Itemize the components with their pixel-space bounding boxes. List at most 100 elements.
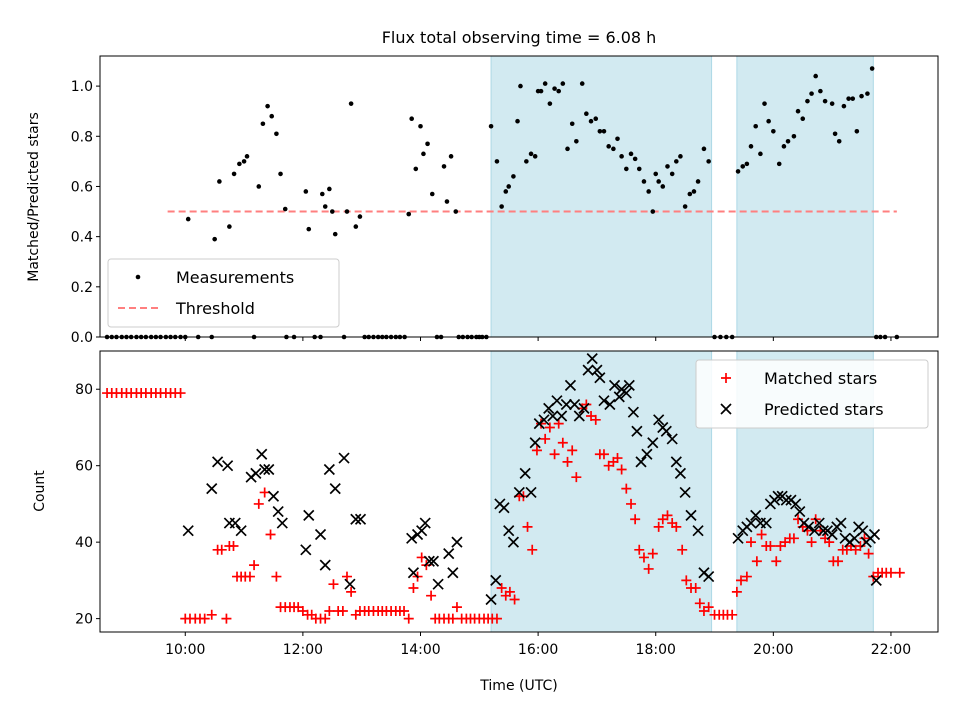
measurement-point [854, 128, 860, 134]
predicted-star-point [685, 509, 697, 521]
predicted-star-point [760, 517, 772, 529]
matched-star-point [553, 418, 564, 429]
measurement-point [869, 66, 875, 71]
predicted-star-point [485, 593, 497, 606]
matched-star-point [806, 537, 817, 548]
measurement-point [348, 101, 354, 106]
predicted-star-point [490, 574, 502, 586]
predicted-star-point [319, 559, 331, 571]
predicted-star-point [447, 567, 459, 579]
measurement-point [832, 131, 838, 137]
measurement-point [538, 88, 544, 94]
predicted-star-point [529, 437, 541, 449]
measurement-point [282, 206, 288, 212]
predicted-star-point [620, 387, 632, 399]
predicted-star-point [808, 525, 821, 537]
predicted-star-point [432, 578, 444, 590]
measurement-point [611, 146, 616, 152]
matched-star-point [265, 529, 276, 540]
measurement-point [795, 108, 801, 114]
matched-star-point [885, 567, 896, 578]
predicted-star-point [868, 528, 881, 541]
measurement-point [528, 151, 534, 157]
predicted-star-point [578, 402, 590, 414]
measurement-point [332, 231, 338, 237]
matched-star-point [562, 456, 573, 467]
figure-title: Flux total observing time = 6.08 h [382, 28, 657, 47]
predicted-star-point [780, 494, 792, 506]
matched-star-point [571, 472, 582, 483]
matched-star-point [598, 449, 609, 460]
matched-star-point [612, 453, 623, 464]
measurement-point [674, 159, 679, 164]
x-tick-label: 22:00 [871, 642, 911, 658]
measurement-point [327, 186, 332, 192]
measurement-point [518, 83, 523, 89]
matched-star-point [824, 537, 835, 548]
y-tick-label: 0.4 [71, 230, 93, 246]
measurement-point [601, 128, 607, 134]
predicted-star-point [229, 517, 241, 529]
matched-star-point [328, 579, 339, 590]
predicted-star-point [427, 555, 440, 567]
measurement-point [429, 191, 435, 197]
measurement-point [776, 161, 782, 167]
predicted-star-point [870, 574, 882, 586]
measurement-point [185, 216, 191, 222]
matched-star-point [451, 602, 462, 613]
predicted-star-point [406, 532, 418, 544]
matched-star-point [216, 544, 227, 555]
measurement-point [319, 191, 325, 197]
count-panel: 20 40 60 80 10:00 12:00 14:00 16:00 18:00 20:00 22… [75, 350, 939, 658]
matched-star-point [522, 521, 533, 532]
measurement-point [813, 73, 818, 79]
predicted-star-point [276, 517, 288, 529]
predicted-star-point [679, 486, 691, 499]
predicted-star-point [564, 379, 577, 392]
measurement-point [303, 189, 309, 194]
predicted-star-point [703, 570, 715, 583]
matched-star-point [259, 487, 270, 498]
measurement-point [542, 81, 548, 86]
legend-label: Threshold [175, 299, 255, 318]
predicted-star-point [250, 467, 262, 479]
measurement-point [850, 96, 856, 101]
predicted-star-point [416, 525, 428, 537]
matched-star-point [677, 544, 688, 555]
measurement-point [669, 171, 675, 177]
matched-star-point [681, 575, 692, 586]
measurement-point [532, 154, 538, 159]
matched-star-point [581, 399, 592, 410]
predicted-star-point [513, 486, 525, 499]
measurement-point [650, 209, 656, 214]
measurement-point [822, 98, 828, 104]
predicted-star-point [547, 410, 559, 422]
predicted-star-point [323, 463, 335, 476]
matched-star-point [221, 613, 232, 624]
predicted-star-point [329, 483, 341, 495]
measurement-point [588, 118, 594, 124]
measurement-point [322, 204, 328, 209]
y-tick-label: 0.0 [71, 330, 93, 346]
matched-star-point [731, 586, 742, 597]
matched-star-point [531, 445, 542, 456]
predicted-star-point [538, 414, 550, 426]
matched-star-point [590, 414, 601, 425]
observing-window [490, 55, 713, 338]
predicted-star-point [598, 395, 610, 407]
legend-box [695, 359, 929, 429]
predicted-star-point [423, 555, 435, 567]
measurement-point [511, 174, 516, 179]
y-axis-label-count: Count [32, 470, 48, 512]
x-tick-label: 16:00 [518, 642, 558, 658]
matched-star-point [745, 537, 756, 548]
predicted-star-point [556, 410, 568, 422]
measurement-point [766, 118, 771, 124]
matched-star-point [557, 437, 568, 448]
predicted-star-point [338, 452, 350, 464]
measurement-point [636, 166, 642, 172]
legend-matched-marker [721, 373, 731, 383]
measurement-point [552, 86, 557, 91]
x-tick-label: 10:00 [165, 642, 205, 658]
x-tick-label: 12:00 [283, 642, 323, 658]
